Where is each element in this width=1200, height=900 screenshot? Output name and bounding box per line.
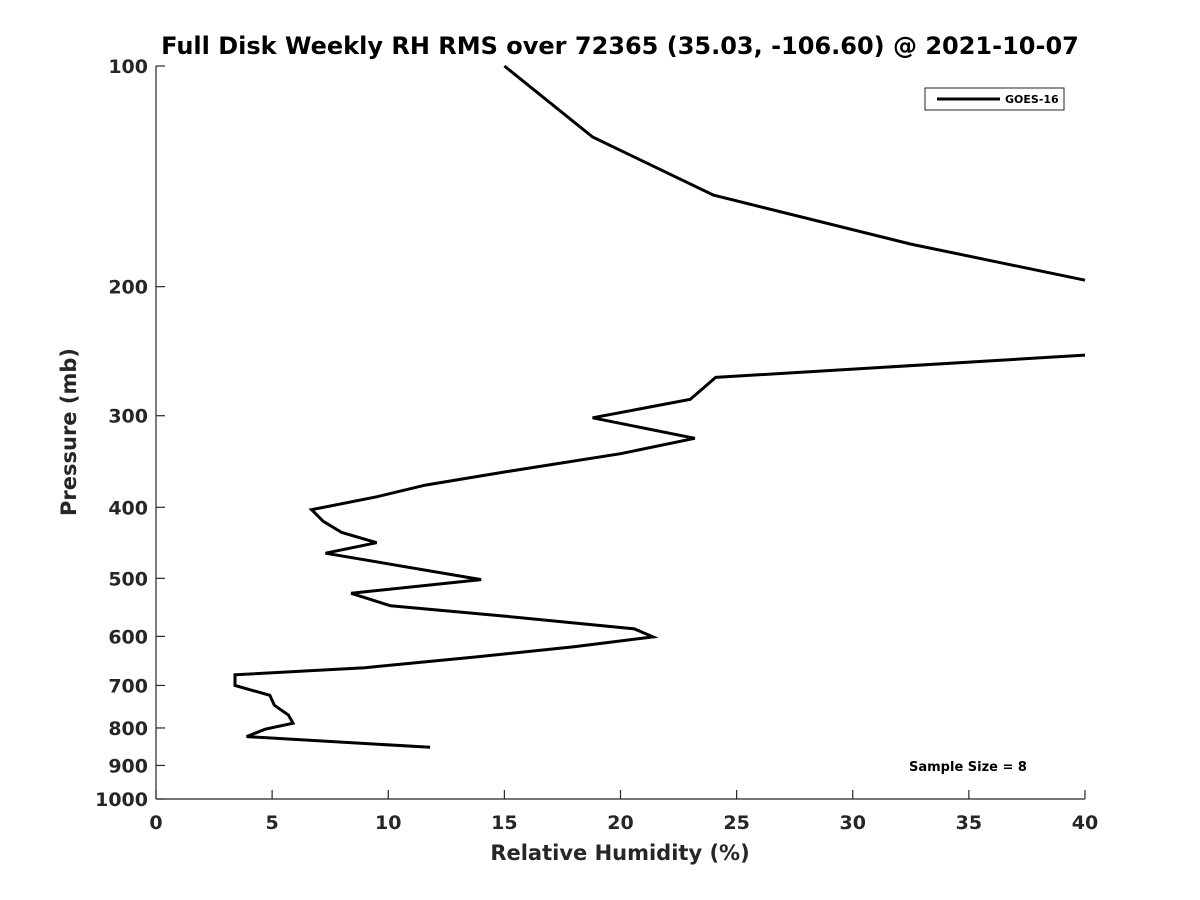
y-axis-label: Pressure (mb) [57,348,81,516]
legend-label-goes-16: GOES-16 [1005,93,1059,106]
y-tick-label: 600 [108,626,148,648]
x-tick-label: 40 [1072,812,1098,834]
x-tick-label: 20 [607,812,633,834]
y-ticks: 100 200 300 400 500 600 700 800 900 1000 [95,56,165,811]
y-tick-label: 100 [108,56,148,78]
y-tick-label: 400 [108,497,148,519]
x-ticks: 0 5 10 15 20 25 30 35 40 [149,790,1098,834]
y-tick-label: 500 [108,568,148,590]
x-tick-label: 0 [149,812,162,834]
series-line-goes-16 [233,353,1086,749]
series-layer [233,64,1086,749]
x-tick-label: 35 [956,812,982,834]
legend: GOES-16 [924,87,1065,111]
chart-title: Full Disk Weekly RH RMS over 72365 (35.0… [161,32,1079,60]
y-tick-label: 900 [108,755,148,777]
x-tick-label: 10 [375,812,401,834]
x-axis-label: Relative Humidity (%) [490,841,749,865]
y-tick-label: 200 [108,277,148,299]
y-tick-label: 800 [108,718,148,740]
x-tick-label: 30 [840,812,866,834]
sample-size-annotation: Sample Size = 8 [909,760,1027,775]
x-tick-label: 25 [723,812,749,834]
x-tick-label: 15 [491,812,517,834]
y-tick-label: 300 [108,406,148,428]
series-line-goes-16 [503,64,1086,282]
x-tick-label: 5 [266,812,279,834]
y-tick-label: 700 [108,675,148,697]
y-tick-label: 1000 [95,789,148,811]
